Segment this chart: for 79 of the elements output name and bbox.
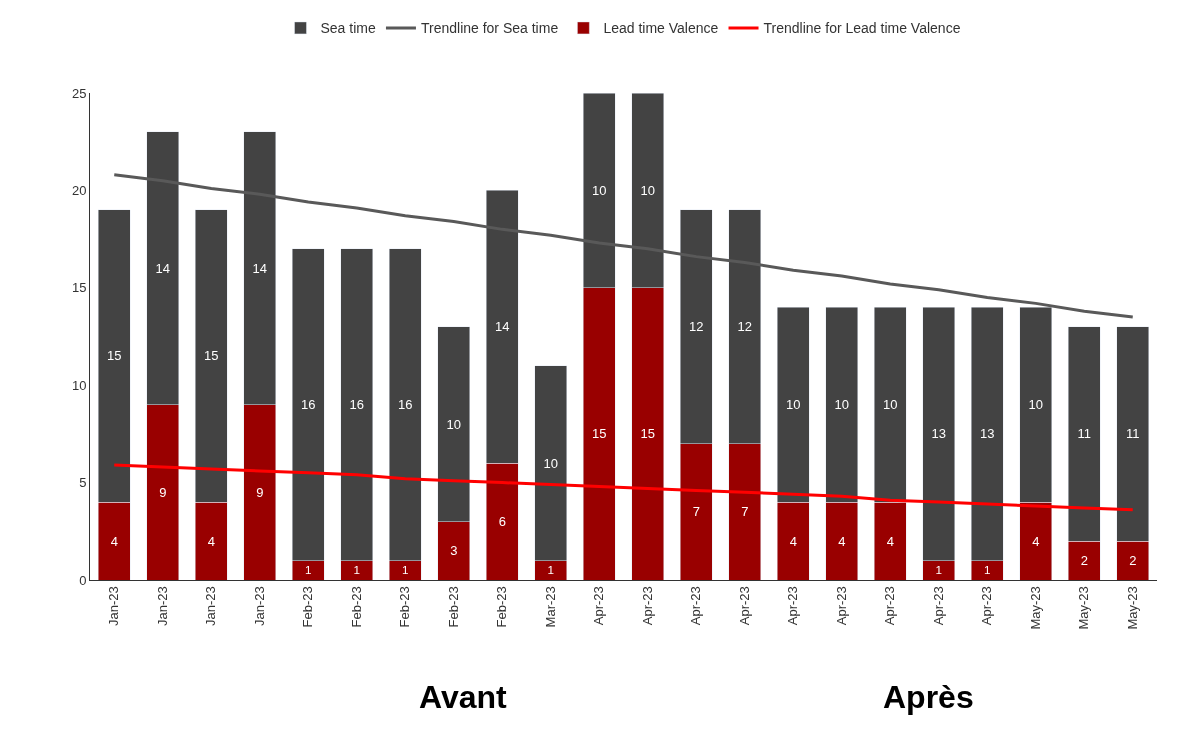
data-label: 2 bbox=[1080, 553, 1088, 569]
data-label: 1 bbox=[935, 563, 942, 577]
data-label: 3 bbox=[450, 543, 458, 559]
x-tick-label: Apr-23 bbox=[639, 586, 655, 626]
data-label: 4 bbox=[886, 533, 894, 549]
legend-label: Sea time bbox=[320, 20, 376, 37]
data-label: 14 bbox=[252, 260, 267, 276]
data-label: 1 bbox=[547, 563, 554, 577]
data-label: 9 bbox=[256, 484, 264, 500]
data-label: 16 bbox=[349, 397, 364, 413]
line-series bbox=[112, 173, 1135, 319]
x-tick-label: Apr-23 bbox=[930, 586, 946, 626]
data-label: 1 bbox=[402, 563, 409, 577]
x-tick-label: May-23 bbox=[1027, 586, 1043, 630]
data-label: 15 bbox=[107, 348, 122, 364]
x-tick-label: Apr-23 bbox=[882, 586, 898, 626]
x-tick-label: Feb-23 bbox=[397, 586, 413, 628]
y-tick-label: 15 bbox=[71, 280, 87, 296]
data-label: 4 bbox=[110, 533, 118, 549]
legend-label: Trendline for Sea time bbox=[420, 20, 559, 37]
x-tick-label: Jan-23 bbox=[154, 586, 170, 626]
x-tick-label: Feb-23 bbox=[494, 586, 510, 628]
text: Après bbox=[883, 679, 974, 715]
data-label: 13 bbox=[931, 426, 946, 442]
y-tick-label: 25 bbox=[71, 85, 87, 101]
x-tick-label: Feb-23 bbox=[348, 586, 364, 628]
data-label: 10 bbox=[592, 182, 607, 198]
x-tick-label: Apr-23 bbox=[979, 586, 995, 626]
data-label: 16 bbox=[398, 397, 413, 413]
text: Avant bbox=[419, 679, 508, 715]
x-tick-label: May-23 bbox=[1076, 586, 1092, 630]
x-tick-label: Feb-23 bbox=[300, 586, 316, 628]
data-label: 1 bbox=[305, 563, 312, 577]
data-label: 15 bbox=[204, 348, 219, 364]
data-label: 15 bbox=[640, 426, 655, 442]
data-label: 15 bbox=[592, 426, 607, 442]
data-label: 4 bbox=[838, 533, 846, 549]
y-tick-label: 10 bbox=[71, 377, 87, 393]
data-label: 11 bbox=[1077, 426, 1091, 442]
x-tick-label: Mar-23 bbox=[542, 586, 558, 628]
data-label: 4 bbox=[789, 533, 797, 549]
data-label: 7 bbox=[741, 504, 749, 520]
x-tick-label: Apr-23 bbox=[736, 586, 752, 626]
data-label: 4 bbox=[1032, 533, 1040, 549]
data-label: 10 bbox=[640, 182, 655, 198]
data-label: 2 bbox=[1129, 553, 1137, 569]
data-label: 12 bbox=[689, 319, 704, 335]
data-label: 10 bbox=[446, 416, 461, 432]
y-tick-label: 0 bbox=[79, 572, 87, 588]
data-label: 10 bbox=[786, 397, 801, 413]
data-label: 1 bbox=[984, 563, 991, 577]
data-label: 7 bbox=[692, 504, 700, 520]
data-label: 1 bbox=[353, 563, 360, 577]
y-tick-label: 20 bbox=[71, 182, 87, 198]
data-label: 4 bbox=[207, 533, 215, 549]
x-tick-label: May-23 bbox=[1124, 586, 1140, 630]
data-label: 10 bbox=[883, 397, 898, 413]
data-label: 9 bbox=[159, 484, 167, 500]
x-tick-label: Jan-23 bbox=[203, 586, 219, 626]
x-tick-label: Apr-23 bbox=[833, 586, 849, 626]
data-label: 10 bbox=[543, 455, 558, 471]
data-label: 14 bbox=[495, 319, 510, 335]
x-tick-label: Apr-23 bbox=[785, 586, 801, 626]
data-label: 10 bbox=[1028, 397, 1043, 413]
x-tick-label: Feb-23 bbox=[445, 586, 461, 628]
x-tick-label: Jan-23 bbox=[251, 586, 267, 626]
data-label: 14 bbox=[155, 260, 170, 276]
data-label: 12 bbox=[737, 319, 752, 335]
data-label: 10 bbox=[834, 397, 849, 413]
data-label: 16 bbox=[301, 397, 316, 413]
data-label: 11 bbox=[1126, 426, 1140, 442]
legend-label: Trendline for Lead time Valence bbox=[763, 20, 961, 37]
x-tick-label: Jan-23 bbox=[106, 586, 122, 626]
x-tick-label: Apr-23 bbox=[591, 586, 607, 626]
y-tick-label: 5 bbox=[79, 475, 87, 491]
data-label: 13 bbox=[980, 426, 995, 442]
data-label: 6 bbox=[498, 514, 506, 530]
x-tick-label: Apr-23 bbox=[688, 586, 704, 626]
legend-label: Lead time Valence bbox=[603, 20, 719, 37]
